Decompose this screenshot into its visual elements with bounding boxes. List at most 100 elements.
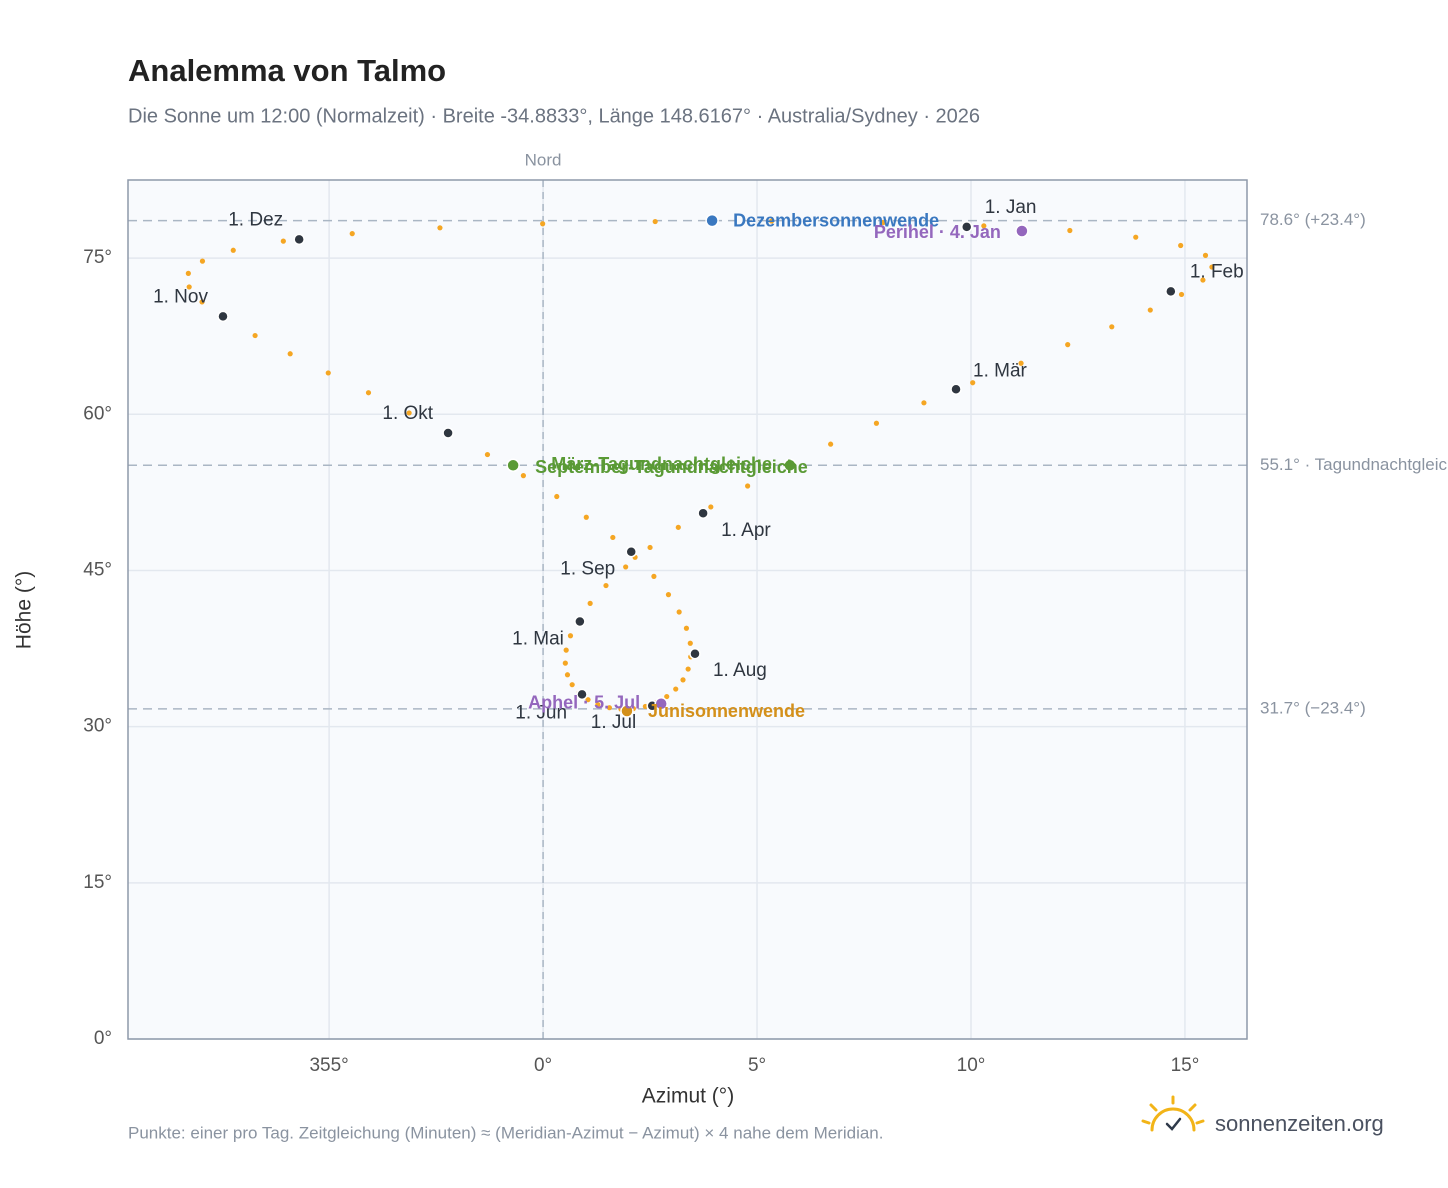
daily-point	[603, 582, 609, 589]
daily-point	[1018, 360, 1024, 366]
event-label: Perihel · 4. Jan	[874, 222, 1001, 242]
daily-point	[563, 647, 569, 653]
month-label: 1. Sep	[560, 559, 615, 580]
event-label: Junisonnenwende	[648, 701, 805, 721]
daily-point	[1202, 252, 1209, 258]
y-tick-label: 0°	[94, 1028, 112, 1049]
x-tick-label: 355°	[309, 1055, 348, 1076]
chart-title: Analemma von Talmo	[128, 53, 446, 88]
chart-subtitle: Die Sonne um 12:00 (Normalzeit) · Breite…	[128, 105, 980, 127]
daily-point	[1209, 264, 1215, 270]
plot-area	[128, 180, 1247, 1039]
event-marker	[620, 704, 634, 718]
event-label: September-Tagundnachtgleiche	[535, 457, 808, 477]
daily-point	[685, 666, 691, 672]
x-tick-label: 15°	[1171, 1055, 1200, 1076]
marks	[185, 213, 1215, 718]
y-axis-label: Höhe (°)	[13, 571, 36, 649]
daily-point	[365, 390, 372, 396]
daily-point	[230, 247, 236, 253]
event-marker	[506, 458, 520, 473]
daily-point	[569, 682, 575, 688]
month-label: 1. Nov	[153, 286, 208, 307]
daily-point	[673, 686, 679, 692]
daily-point	[828, 441, 834, 447]
daily-point	[252, 332, 258, 339]
daily-point	[683, 625, 690, 631]
month-label: 1. Mär	[973, 360, 1028, 381]
daily-point	[186, 284, 192, 290]
daily-point	[970, 380, 976, 386]
source: sonnenzeiten.org	[1215, 1111, 1384, 1136]
event-label: Dezembersonnenwende	[733, 210, 939, 230]
reference-label: 78.6° (+23.4°)	[1260, 210, 1366, 229]
reference-lines: Nord 78.6° (+23.4°) 55.1° · Tagundnachtgle…	[128, 150, 1448, 1039]
logo-icon	[1141, 1095, 1205, 1132]
daily-point	[768, 218, 775, 224]
daily-point	[585, 697, 591, 703]
axes: 355° 0° 5° 10° 15° 0° 15° 30° 45° 60° 75°	[83, 247, 1199, 1076]
month-label: 1. Dez	[228, 209, 283, 230]
daily-point	[708, 504, 714, 510]
daily-point	[562, 660, 568, 666]
daily-point	[567, 633, 574, 639]
y-tick-label: 75°	[83, 247, 112, 268]
month-marker	[689, 648, 701, 660]
month-marker	[217, 310, 229, 323]
x-tick-label: 10°	[957, 1055, 986, 1076]
daily-point	[437, 225, 443, 231]
daily-point	[606, 705, 613, 711]
daily-point	[520, 473, 526, 479]
event-label: Aphel · 5. Jul	[528, 692, 640, 712]
month-label: 1. Aug	[713, 660, 767, 681]
reference-label: 31.7° (−23.4°)	[1260, 698, 1366, 717]
event-marker	[1015, 224, 1029, 238]
y-tick-label: 30°	[83, 716, 112, 737]
event-marker	[705, 213, 719, 228]
event-label: März-Tagundnachtgleiche	[551, 454, 772, 474]
daily-point	[540, 221, 546, 227]
daily-point	[1200, 277, 1206, 283]
daily-point	[406, 410, 412, 416]
daily-point	[325, 370, 331, 376]
daily-point	[554, 493, 560, 500]
month-marker	[293, 233, 305, 246]
daily-point	[981, 223, 987, 229]
month-marker	[697, 507, 709, 519]
daily-point	[664, 693, 670, 700]
daily-point	[623, 564, 629, 570]
daily-point	[880, 219, 886, 226]
daily-point	[745, 483, 751, 489]
month-marker	[960, 221, 973, 233]
daily-point	[199, 299, 205, 305]
daily-point	[873, 420, 880, 426]
daily-point	[199, 258, 206, 264]
month-label: 1. Feb	[1190, 261, 1244, 282]
daily-point	[1065, 342, 1071, 348]
daily-point	[651, 573, 657, 579]
month-marker	[442, 427, 454, 439]
month-marker	[1165, 285, 1177, 298]
month-marker	[625, 545, 637, 558]
x-axis-label: Azimut (°)	[642, 1085, 734, 1108]
month-marker	[950, 383, 962, 396]
meridian-label: Nord	[525, 150, 562, 169]
daily-point	[665, 592, 672, 598]
daily-point	[185, 270, 191, 276]
daily-point	[287, 351, 293, 357]
daily-point	[583, 514, 589, 520]
month-label: 1. Apr	[721, 520, 771, 541]
daily-point	[280, 238, 286, 244]
daily-point	[595, 701, 601, 708]
y-tick-label: 60°	[83, 403, 112, 424]
month-label: 1. Mai	[512, 628, 564, 649]
daily-point	[921, 400, 927, 406]
month-label: 1. Jun	[515, 702, 567, 723]
event-marker	[783, 458, 797, 473]
daily-point	[484, 451, 491, 458]
month-label: 1. Jan	[985, 197, 1037, 218]
y-tick-label: 15°	[83, 872, 112, 893]
x-tick-label: 0°	[534, 1055, 552, 1076]
